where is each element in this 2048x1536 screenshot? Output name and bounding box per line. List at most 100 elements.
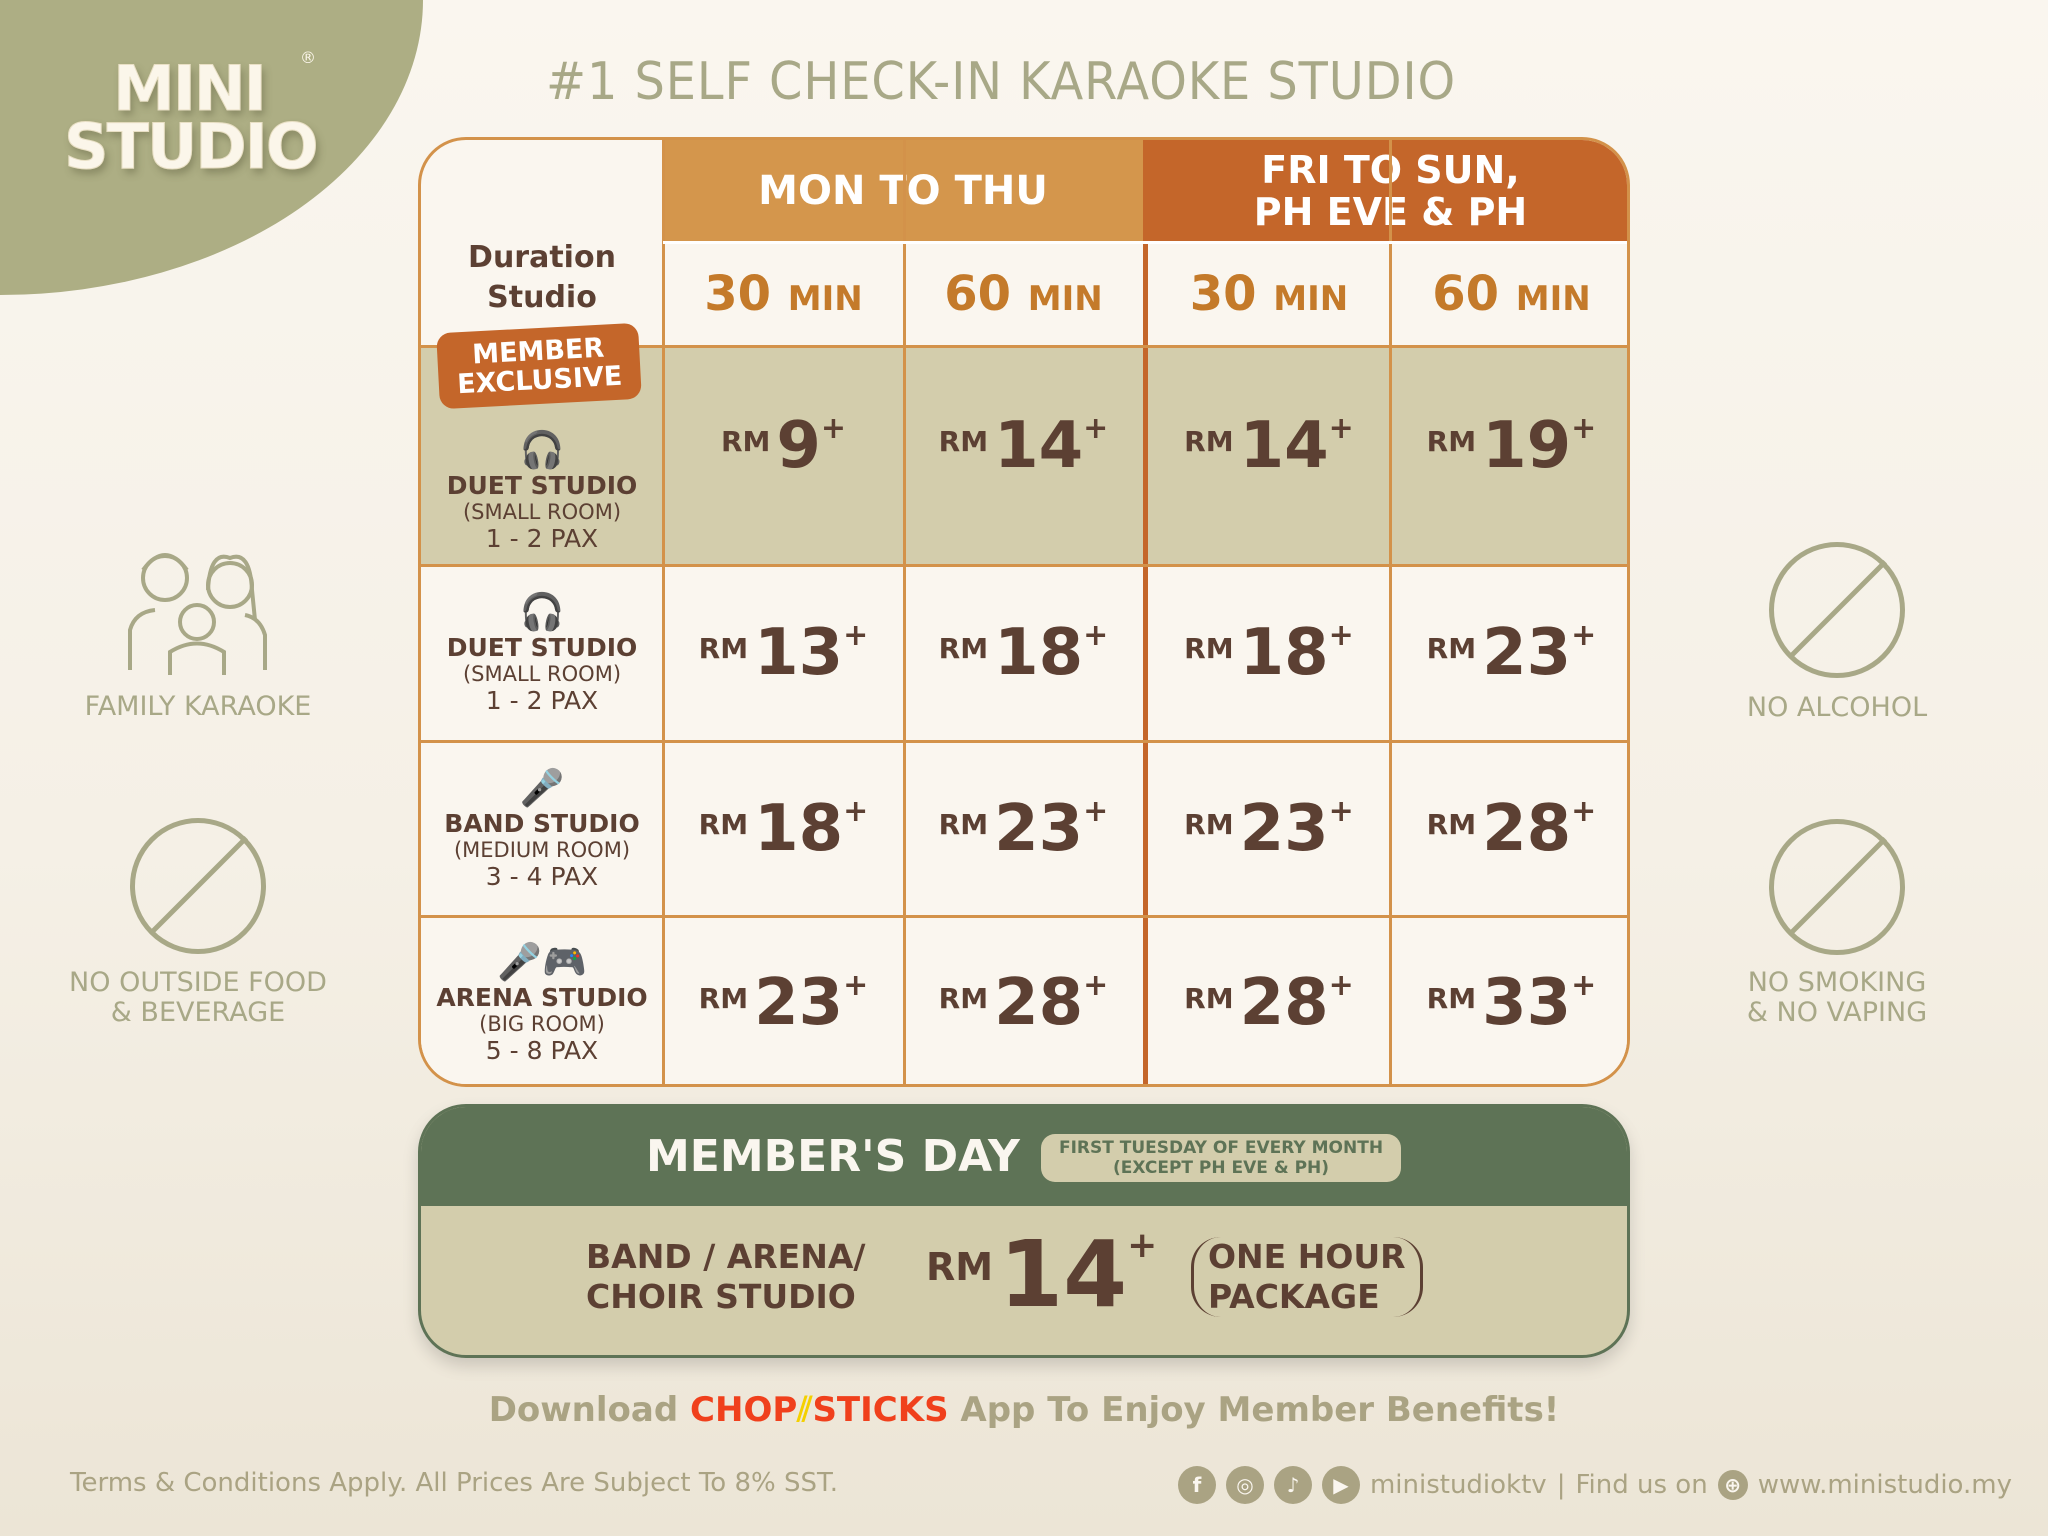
price-cell: RM 18 + <box>663 741 904 916</box>
currency: RM <box>938 632 989 665</box>
logo-line-1: MINI <box>113 52 268 125</box>
no-outside-food-icon <box>130 818 266 954</box>
price-cell: RM 28 + <box>1148 916 1390 1084</box>
duration-header: 30 MIN <box>1148 242 1390 346</box>
price-cell: RM 23 + <box>904 741 1143 916</box>
room-size: (SMALL ROOM) <box>462 499 622 524</box>
badge-line-2: EXCLUSIVE <box>456 360 624 401</box>
price-value: 13 <box>754 616 844 690</box>
members-day-studios: BAND / ARENA/CHOIR STUDIO <box>586 1237 865 1317</box>
find-us-label: Find us on <box>1575 1470 1708 1500</box>
download-text: Download <box>488 1390 679 1430</box>
currency: RM <box>938 982 989 1015</box>
facebook-icon[interactable]: f <box>1177 1466 1216 1504</box>
price-cell: RM 28 + <box>904 916 1143 1084</box>
social-handle[interactable]: ministudioktv <box>1369 1470 1547 1500</box>
currency: RM <box>698 632 749 665</box>
no-smoking-icon <box>1769 819 1905 955</box>
studios-line-1: BAND / ARENA/ <box>586 1237 866 1276</box>
price-cell: RM 14 + <box>904 346 1143 565</box>
plus-sign: + <box>1083 968 1109 1003</box>
globe-icon: ⊕ <box>1717 1470 1748 1500</box>
no-food-line-1: NO OUTSIDE FOOD <box>69 967 327 998</box>
price-value: 18 <box>754 791 844 866</box>
price-value: 28 <box>1482 791 1572 866</box>
price-value: 18 <box>994 616 1084 690</box>
currency: RM <box>1184 982 1234 1015</box>
currency: RM <box>1426 424 1477 458</box>
duration-unit: MIN <box>1027 279 1103 319</box>
pax-count: 3 - 4 PAX <box>485 861 599 891</box>
plus-sign: + <box>843 793 869 829</box>
room-size: (BIG ROOM) <box>479 1012 605 1036</box>
price-value: 14 <box>994 408 1084 483</box>
no-outside-food-label: NO OUTSIDE FOOD & BEVERAGE <box>48 968 348 1028</box>
terms-text: Terms & Conditions Apply. All Prices Are… <box>70 1468 839 1498</box>
social-footer: f ◎ ♪ ▶ ministudioktv | Find us on ⊕ www… <box>1177 1466 2012 1504</box>
currency: RM <box>1426 807 1477 841</box>
price-cell: RM 18 + <box>1148 565 1390 741</box>
header-divider <box>663 241 1627 244</box>
logo-line-2: STUDIO <box>64 110 320 183</box>
price-value: 18 <box>1239 616 1329 690</box>
studio-label: Studio <box>487 280 597 315</box>
mini-studio-logo: MINI STUDIO <box>64 52 320 183</box>
room-size: (SMALL ROOM) <box>462 662 622 686</box>
row-divider <box>421 740 1627 743</box>
note-line-1: FIRST TUESDAY OF EVERY MONTH <box>1058 1138 1384 1158</box>
price-value: 28 <box>1239 966 1329 1040</box>
members-day-package: ONE HOUR PACKAGE <box>1191 1237 1423 1317</box>
duration-label: Duration <box>468 240 616 275</box>
currency: RM <box>698 807 749 841</box>
duration-header: 30 MIN <box>663 242 904 346</box>
plus-sign: + <box>1571 410 1597 446</box>
youtube-icon[interactable]: ▶ <box>1321 1466 1360 1504</box>
members-day-note: FIRST TUESDAY OF EVERY MONTH (EXCEPT PH E… <box>1041 1134 1401 1182</box>
instagram-icon[interactable]: ◎ <box>1225 1466 1264 1504</box>
no-smoking-line-2: & NO VAPING <box>1746 997 1928 1028</box>
plus-sign: + <box>1328 410 1354 446</box>
members-day-price: RM 14 + <box>926 1225 1157 1325</box>
duration-header: 60 MIN <box>904 242 1143 346</box>
currency: RM <box>1184 424 1234 458</box>
no-smoking-line-1: NO SMOKING <box>1747 967 1927 998</box>
price-value: 23 <box>1482 616 1572 690</box>
download-banner: Download CHOP⫽STICKS App To Enjoy Member… <box>0 1390 2048 1430</box>
plus-sign: + <box>1083 618 1109 653</box>
price-value: 33 <box>1482 966 1572 1040</box>
chopsticks-app-link[interactable]: CHOP⫽STICKS <box>690 1390 949 1430</box>
price-cell: RM 9 + <box>663 346 904 565</box>
price-value: 9 <box>776 408 821 483</box>
members-day-panel: MEMBER'S DAY FIRST TUESDAY OF EVERY MONT… <box>418 1104 1630 1358</box>
price-cell: RM 14 + <box>1148 346 1390 565</box>
column-divider <box>1389 140 1392 1084</box>
plus-sign: + <box>1328 618 1354 653</box>
tiktok-icon[interactable]: ♪ <box>1273 1466 1312 1504</box>
pax-count: 1 - 2 PAX <box>485 523 599 553</box>
currency: RM <box>1184 807 1234 841</box>
duration-unit: MIN <box>787 279 863 319</box>
currency: RM <box>720 424 771 458</box>
website-link[interactable]: www.ministudio.my <box>1757 1470 2012 1500</box>
members-day-header <box>421 1107 1627 1206</box>
plus-sign: + <box>1328 968 1354 1003</box>
divider: | <box>1556 1470 1566 1500</box>
price-value: 23 <box>754 966 844 1040</box>
headphones-icon: 🎧 <box>519 429 565 471</box>
download-benefits-text: App To Enjoy Member Benefits! <box>960 1390 1560 1430</box>
currency: RM <box>1426 982 1477 1015</box>
price-value: 14 <box>1239 408 1329 483</box>
duration-number: 30 <box>1189 266 1257 322</box>
currency: RM <box>698 982 749 1015</box>
microphone-icon: 🎤 <box>519 767 565 809</box>
price-cell: RM 23 + <box>1390 565 1627 741</box>
no-alcohol-icon <box>1769 542 1905 678</box>
studio-label-cell: 🎧 DUET STUDIO (SMALL ROOM) 1 - 2 PAX <box>421 565 663 741</box>
duration-header: 60 MIN <box>1390 242 1627 346</box>
currency: RM <box>1426 632 1477 665</box>
column-divider <box>662 140 665 1084</box>
note-line-2: (EXCEPT PH EVE & PH) <box>1112 1158 1330 1178</box>
plus-sign: + <box>843 618 869 653</box>
price-cell: RM 33 + <box>1390 916 1627 1084</box>
price-cell: RM 28 + <box>1390 741 1627 916</box>
